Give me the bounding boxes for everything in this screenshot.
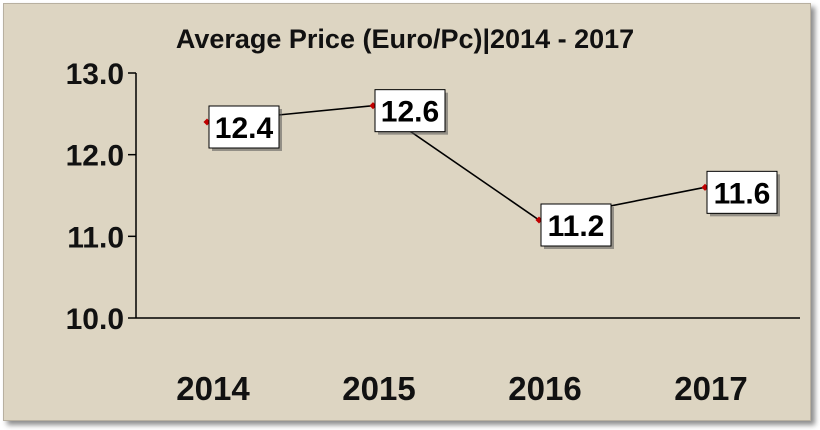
data-label-text: 11.2 — [548, 210, 605, 243]
chart-frame — [3, 3, 811, 421]
y-tick-labels: 10.0 11.0 12.0 13.0 — [66, 58, 124, 336]
x-tick-label: 2016 — [508, 370, 581, 407]
data-label-box — [374, 89, 446, 133]
data-label-box — [208, 105, 280, 149]
data-label-text: 11.6 — [714, 177, 771, 210]
y-tick-label: 11.0 — [67, 221, 124, 254]
data-label: 12.6 — [374, 89, 448, 135]
axes — [128, 72, 800, 319]
data-label: 11.6 — [706, 170, 780, 217]
data-labels: 12.4 12.6 11.2 11.6 — [208, 89, 780, 249]
x-tick-label: 2015 — [342, 370, 415, 407]
y-tick-label: 10.0 — [66, 303, 124, 336]
data-label-text: 12.6 — [381, 96, 439, 129]
y-tick-label: 13.0 — [66, 58, 124, 91]
x-tick-label: 2014 — [176, 370, 250, 407]
series-path — [206, 104, 706, 221]
data-label-box — [706, 170, 778, 214]
chart-title: Average Price (Euro/Pc)|2014 - 2017 — [176, 24, 634, 54]
data-label-text: 12.4 — [215, 112, 274, 145]
data-label: 12.4 — [208, 105, 282, 151]
x-tick-labels: 2014 2015 2016 2017 — [176, 370, 747, 407]
data-label: 11.2 — [540, 203, 614, 249]
y-tick-label: 12.0 — [66, 140, 124, 173]
data-label-box — [540, 203, 612, 247]
x-tick-label: 2017 — [674, 370, 747, 407]
